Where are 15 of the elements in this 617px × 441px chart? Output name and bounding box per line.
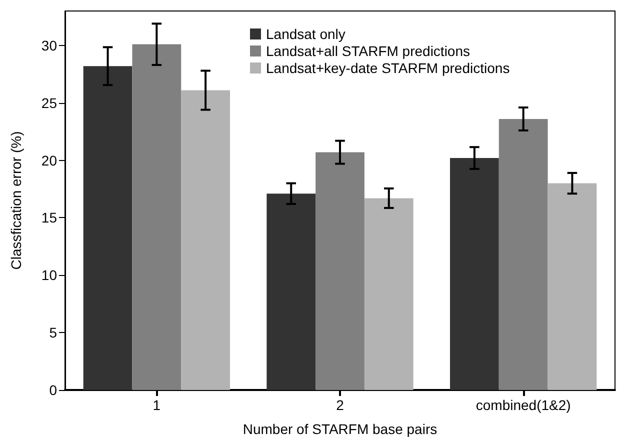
legend-label: Landsat+key-date STARFM predictions bbox=[266, 60, 510, 76]
x-tick-label: 1 bbox=[152, 397, 161, 413]
legend-label: Landsat only bbox=[266, 26, 346, 42]
x-tick-label: 2 bbox=[336, 397, 344, 413]
y-tick-label: 15 bbox=[41, 210, 58, 226]
y-tick-label: 25 bbox=[41, 94, 58, 111]
y-tick-label: 5 bbox=[49, 324, 58, 341]
x-axis-title: Number of STARFM base pairs bbox=[242, 421, 438, 437]
y-tick-label: 10 bbox=[41, 267, 58, 284]
y-tick-label: 20 bbox=[41, 152, 58, 168]
y-axis-title: Classfication error (%) bbox=[8, 131, 24, 270]
y-tick-label: 30 bbox=[41, 37, 58, 54]
y-tick-label: 0 bbox=[49, 382, 58, 398]
x-tick-label: combined(1&2) bbox=[476, 397, 571, 413]
legend-label: Landsat+all STARFM predictions bbox=[266, 43, 470, 59]
